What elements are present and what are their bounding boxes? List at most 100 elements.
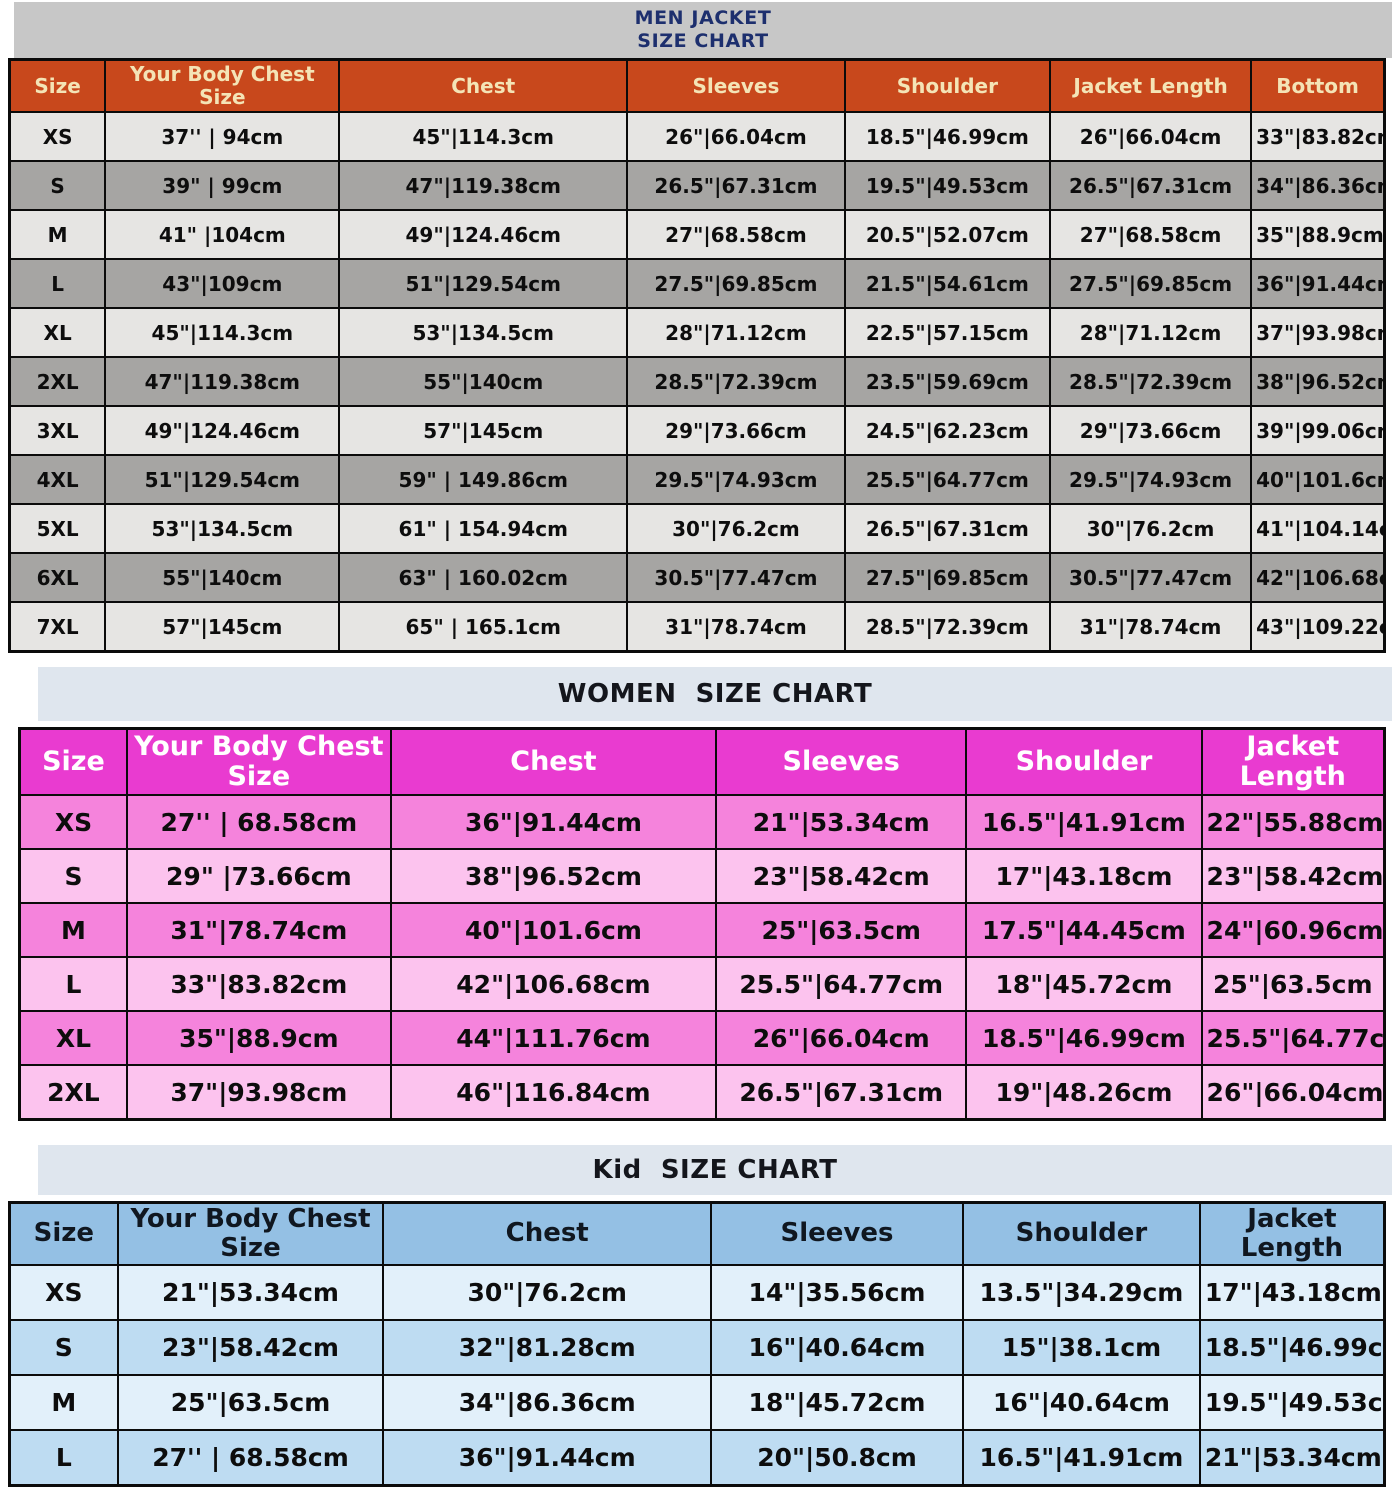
table-row: L 33"|83.82cm 42"|106.68cm 25.5"|64.77cm 18"… — [18, 956, 1386, 1012]
column-header: Size — [18, 727, 128, 796]
measurement-cell: 26"|66.04cm — [626, 111, 846, 162]
size-cell: XS — [18, 794, 128, 850]
column-header: Bottom — [1250, 58, 1386, 113]
measurement-cell: 18.5"|46.99cm — [843, 111, 1051, 162]
measurement-cell: 26"|66.04cm — [1200, 1064, 1386, 1121]
measurement-cell: 47"|119.38cm — [338, 160, 629, 211]
table-row: 5XL 53"|134.5cm 61" | 154.94cm 30"|76.2cm 26… — [8, 503, 1386, 554]
table-row: XS 27'' | 68.58cm 36"|91.44cm 21"|53.34cm 16… — [18, 794, 1386, 850]
measurement-cell: 35"|88.9cm — [1250, 209, 1386, 260]
measurement-cell: 30"|76.2cm — [1048, 503, 1253, 554]
measurement-cell: 28"|71.12cm — [626, 307, 846, 358]
measurement-cell: 35"|88.9cm — [125, 1010, 392, 1066]
measurement-cell: 20.5"|52.07cm — [843, 209, 1051, 260]
table-row: 3XL 49"|124.46cm 57"|145cm 29"|73.66cm 24.5"… — [8, 405, 1386, 456]
measurement-cell: 55"|140cm — [338, 356, 629, 407]
measurement-cell: 29.5"|74.93cm — [626, 454, 846, 505]
measurement-cell: 29"|73.66cm — [626, 405, 846, 456]
size-cell: M — [8, 209, 107, 260]
measurement-cell: 41" |104cm — [104, 209, 341, 260]
measurement-cell: 26"|66.04cm — [715, 1010, 968, 1066]
measurement-cell: 34"|86.36cm — [382, 1374, 712, 1431]
measurement-cell: 38"|96.52cm — [1250, 356, 1386, 407]
measurement-cell: 61" | 154.94cm — [338, 503, 629, 554]
size-cell: XL — [8, 307, 107, 358]
measurement-cell: 57"|145cm — [338, 405, 629, 456]
measurement-cell: 24"|60.96cm — [1200, 902, 1386, 958]
measurement-cell: 26.5"|67.31cm — [715, 1064, 968, 1121]
measurement-cell: 38"|96.52cm — [389, 848, 718, 904]
column-header: Jacket Length — [1198, 1201, 1386, 1266]
measurement-cell: 15"|38.1cm — [962, 1319, 1201, 1376]
measurement-cell: 45"|114.3cm — [338, 111, 629, 162]
size-cell: 3XL — [8, 405, 107, 456]
measurement-cell: 23"|58.42cm — [715, 848, 968, 904]
measurement-cell: 33"|83.82cm — [125, 956, 392, 1012]
measurement-cell: 30.5"|77.47cm — [1048, 552, 1253, 603]
header-row: Size Your Body Chest Size Chest Sleeves Shou… — [8, 1201, 1386, 1266]
measurement-cell: 17"|43.18cm — [965, 848, 1203, 904]
measurement-cell: 51"|129.54cm — [104, 454, 341, 505]
measurement-cell: 27'' | 68.58cm — [125, 794, 392, 850]
measurement-cell: 57"|145cm — [104, 601, 341, 653]
column-header: Size — [8, 1201, 119, 1266]
measurement-cell: 59" | 149.86cm — [338, 454, 629, 505]
measurement-cell: 27"|68.58cm — [1048, 209, 1253, 260]
size-cell: S — [8, 160, 107, 211]
measurement-cell: 53"|134.5cm — [104, 503, 341, 554]
measurement-cell: 18.5"|46.99cm — [965, 1010, 1203, 1066]
measurement-cell: 21"|53.34cm — [116, 1264, 385, 1321]
measurement-cell: 14"|35.56cm — [710, 1264, 964, 1321]
measurement-cell: 19.5"|49.53cm — [1198, 1374, 1386, 1431]
table-row: L 43"|109cm 51"|129.54cm 27.5"|69.85cm 21.5"… — [8, 258, 1386, 309]
measurement-cell: 27.5"|69.85cm — [843, 552, 1051, 603]
table-row: L 27'' | 68.58cm 36"|91.44cm 20"|50.8cm 16.5… — [8, 1429, 1386, 1487]
measurement-cell: 17.5"|44.45cm — [965, 902, 1203, 958]
measurement-cell: 29" |73.66cm — [125, 848, 392, 904]
measurement-cell: 30"|76.2cm — [382, 1264, 712, 1321]
measurement-cell: 26.5"|67.31cm — [1048, 160, 1253, 211]
size-cell: L — [8, 1429, 119, 1487]
measurement-cell: 49"|124.46cm — [338, 209, 629, 260]
measurement-cell: 34"|86.36cm — [1250, 160, 1386, 211]
men-chart-title-line2: SIZE CHART — [637, 30, 769, 52]
header-row: Size Your Body Chest Size Chest Sleeves Shou… — [8, 58, 1386, 113]
measurement-cell: 28.5"|72.39cm — [843, 601, 1051, 653]
table-row: XL 45"|114.3cm 53"|134.5cm 28"|71.12cm 22.5"… — [8, 307, 1386, 358]
table-row: 4XL 51"|129.54cm 59" | 149.86cm 29.5"|74.93… — [8, 454, 1386, 505]
measurement-cell: 30.5"|77.47cm — [626, 552, 846, 603]
measurement-cell: 43"|109cm — [104, 258, 341, 309]
table-row: XL 35"|88.9cm 44"|111.76cm 26"|66.04cm 18.5"… — [18, 1010, 1386, 1066]
measurement-cell: 25"|63.5cm — [1200, 956, 1386, 1012]
measurement-cell: 32"|81.28cm — [382, 1319, 712, 1376]
men-chart-title-band: MEN JACKET SIZE CHART — [14, 2, 1392, 58]
measurement-cell: 26.5"|67.31cm — [626, 160, 846, 211]
size-cell: 6XL — [8, 552, 107, 603]
header-row: Size Your Body Chest Size Chest Sleeves Shou… — [18, 727, 1386, 796]
measurement-cell: 25"|63.5cm — [116, 1374, 385, 1431]
measurement-cell: 25.5"|64.77cm — [843, 454, 1051, 505]
measurement-cell: 39"|99.06cm — [1250, 405, 1386, 456]
column-header: Chest — [382, 1201, 712, 1266]
column-header: Chest — [389, 727, 718, 796]
measurement-cell: 16"|40.64cm — [710, 1319, 964, 1376]
measurement-cell: 37"|93.98cm — [125, 1064, 392, 1121]
measurement-cell: 29"|73.66cm — [1048, 405, 1253, 456]
measurement-cell: 23"|58.42cm — [116, 1319, 385, 1376]
measurement-cell: 29.5"|74.93cm — [1048, 454, 1253, 505]
column-header: Sleeves — [715, 727, 968, 796]
table-row: S 39" | 99cm 47"|119.38cm 26.5"|67.31cm 19.5… — [8, 160, 1386, 211]
measurement-cell: 20"|50.8cm — [710, 1429, 964, 1487]
column-header: Shoulder — [962, 1201, 1201, 1266]
measurement-cell: 41"|104.14cm — [1250, 503, 1386, 554]
measurement-cell: 21"|53.34cm — [1198, 1429, 1386, 1487]
size-cell: 5XL — [8, 503, 107, 554]
measurement-cell: 18"|45.72cm — [965, 956, 1203, 1012]
women-chart-title-band: WOMEN SIZE CHART — [38, 667, 1392, 721]
table-row: 6XL 55"|140cm 63" | 160.02cm 30.5"|77.47cm 2… — [8, 552, 1386, 603]
measurement-cell: 26"|66.04cm — [1048, 111, 1253, 162]
size-cell: S — [8, 1319, 119, 1376]
column-header: Shoulder — [965, 727, 1203, 796]
column-header: Sleeves — [626, 58, 846, 113]
kid-chart-title-band: Kid SIZE CHART — [38, 1145, 1392, 1195]
